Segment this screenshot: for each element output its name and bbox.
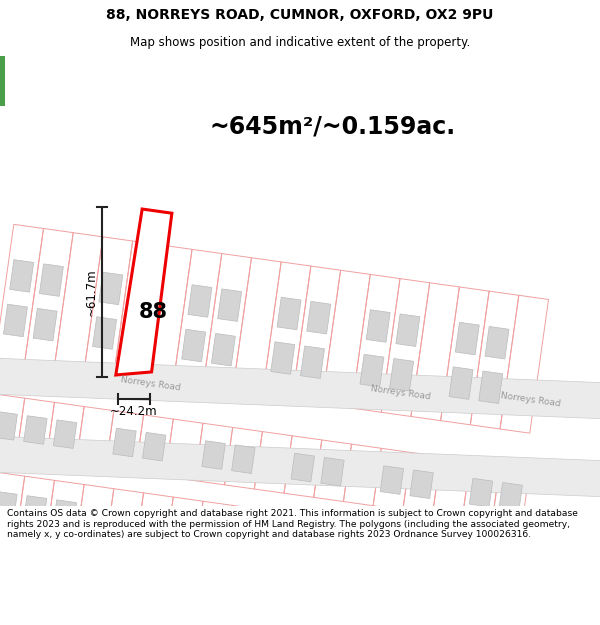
Polygon shape	[142, 512, 166, 541]
Polygon shape	[23, 416, 47, 444]
Polygon shape	[301, 346, 325, 379]
Polygon shape	[360, 354, 384, 387]
Polygon shape	[113, 508, 136, 537]
Polygon shape	[469, 478, 493, 507]
Polygon shape	[232, 445, 255, 474]
Polygon shape	[218, 289, 242, 321]
Polygon shape	[291, 533, 314, 562]
Polygon shape	[410, 550, 433, 579]
Polygon shape	[116, 209, 172, 375]
Text: ~24.2m: ~24.2m	[110, 406, 158, 419]
Polygon shape	[113, 428, 136, 457]
Polygon shape	[499, 562, 522, 591]
Polygon shape	[291, 453, 314, 482]
Polygon shape	[389, 359, 413, 391]
Polygon shape	[0, 491, 17, 520]
Polygon shape	[99, 272, 123, 304]
Polygon shape	[92, 317, 116, 349]
Polygon shape	[182, 329, 206, 362]
Polygon shape	[4, 304, 28, 337]
Polygon shape	[455, 322, 479, 355]
Polygon shape	[479, 371, 503, 404]
Polygon shape	[53, 420, 77, 448]
Polygon shape	[380, 546, 403, 574]
Polygon shape	[499, 482, 523, 511]
Polygon shape	[232, 525, 255, 554]
Polygon shape	[307, 301, 331, 334]
Text: Map shows position and indicative extent of the property.: Map shows position and indicative extent…	[130, 36, 470, 49]
Polygon shape	[0, 411, 17, 440]
Polygon shape	[23, 496, 47, 524]
Bar	[0, 56, 5, 106]
Polygon shape	[485, 326, 509, 359]
Polygon shape	[143, 432, 166, 461]
Text: ~61.7m: ~61.7m	[85, 268, 97, 316]
Polygon shape	[40, 264, 64, 296]
Text: 88: 88	[139, 302, 168, 322]
Text: 88, NORREYS ROAD, CUMNOR, OXFORD, OX2 9PU: 88, NORREYS ROAD, CUMNOR, OXFORD, OX2 9P…	[106, 8, 494, 22]
Text: ~645m²/~0.159ac.: ~645m²/~0.159ac.	[210, 114, 456, 138]
Text: Norreys Road: Norreys Road	[120, 376, 181, 392]
Polygon shape	[202, 521, 225, 549]
Polygon shape	[10, 259, 34, 292]
Polygon shape	[202, 441, 226, 469]
Text: Norreys Road: Norreys Road	[500, 391, 561, 409]
Polygon shape	[271, 342, 295, 374]
Polygon shape	[469, 558, 493, 587]
Polygon shape	[321, 458, 344, 486]
Polygon shape	[396, 314, 420, 346]
Polygon shape	[380, 466, 404, 494]
Polygon shape	[128, 276, 152, 309]
Polygon shape	[211, 334, 235, 366]
Polygon shape	[320, 538, 344, 566]
Polygon shape	[366, 310, 390, 342]
Polygon shape	[53, 500, 77, 528]
Polygon shape	[0, 358, 600, 419]
Polygon shape	[277, 298, 301, 330]
Polygon shape	[0, 436, 600, 497]
Polygon shape	[410, 470, 433, 499]
Polygon shape	[33, 308, 57, 341]
Text: Contains OS data © Crown copyright and database right 2021. This information is : Contains OS data © Crown copyright and d…	[7, 509, 578, 539]
Polygon shape	[122, 321, 146, 353]
Text: Norreys Road: Norreys Road	[370, 384, 431, 402]
Polygon shape	[449, 367, 473, 399]
Polygon shape	[188, 285, 212, 318]
